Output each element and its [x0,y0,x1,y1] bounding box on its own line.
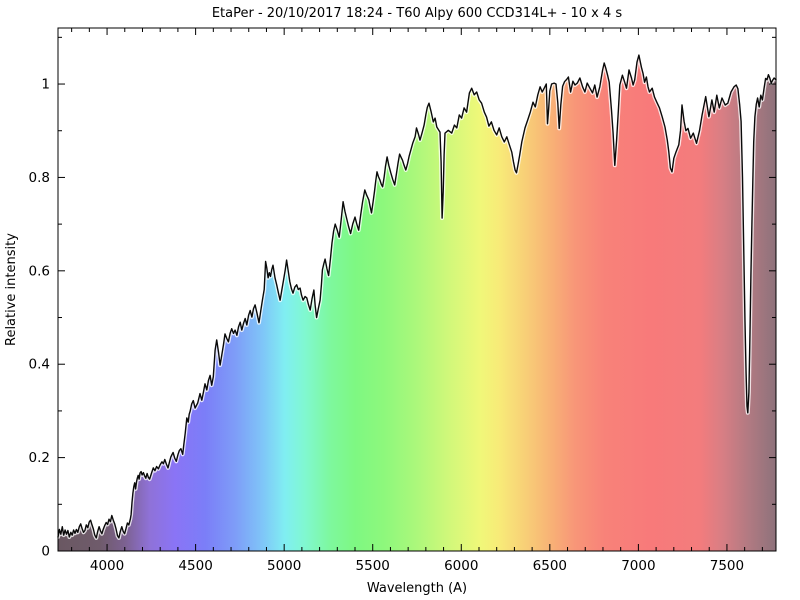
y-tick-label: 0.4 [29,357,50,373]
spectrum-line [57,54,777,539]
spectrum-area [58,55,776,551]
x-tick-label: 6500 [533,558,567,574]
x-tick-label: 4000 [90,558,124,574]
x-tick-label: 5500 [356,558,390,574]
x-tick-label: 5000 [267,558,301,574]
y-tick-label: 0 [41,544,50,560]
chart-title: EtaPer - 20/10/2017 18:24 - T60 Alpy 600… [211,6,623,21]
plot-border [57,27,777,552]
x-tick-label: 7000 [621,558,655,574]
x-axis-label: Wavelength (A) [366,581,468,596]
y-tick-label: 0.8 [29,170,50,186]
y-tick-label: 0.2 [29,450,50,466]
x-tick-label: 6000 [444,558,478,574]
y-tick-label: 0.6 [29,263,50,279]
x-tick-label: 7500 [710,558,744,574]
x-tick-label: 4500 [178,558,212,574]
y-tick-label: 1 [41,77,50,93]
